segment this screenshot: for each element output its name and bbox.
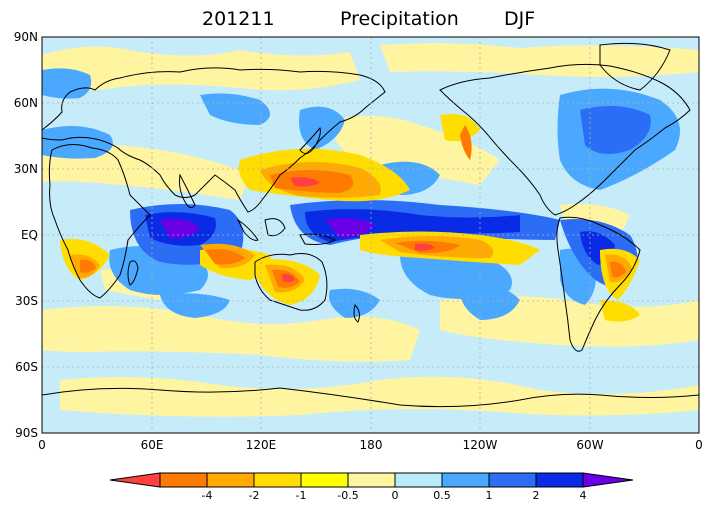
coast-japan xyxy=(299,126,321,154)
lon-tick: 120E xyxy=(246,438,277,452)
lat-tick: 60S xyxy=(15,360,38,374)
lon-tick: 0 xyxy=(38,438,46,452)
coast-newzealand xyxy=(353,304,360,323)
map-frame xyxy=(41,36,700,434)
coast-antarctica xyxy=(42,387,699,433)
colorbar-label: 2 xyxy=(533,489,540,502)
colorbar-segment xyxy=(300,472,349,488)
lon-tick: 60W xyxy=(576,438,603,452)
lon-tick: 60E xyxy=(141,438,164,452)
coast-south-america xyxy=(556,216,641,352)
coast-africa xyxy=(48,144,151,299)
colorbar-label: 4 xyxy=(580,489,587,502)
coast-australia xyxy=(254,253,328,311)
colorbar: -4 -2 -1 -0.5 0 0.5 1 2 4 xyxy=(109,472,634,502)
coast-north-america xyxy=(439,63,691,216)
coast-newguinea xyxy=(299,233,337,245)
colorbar-label: -4 xyxy=(202,489,213,502)
lon-tick: 120W xyxy=(463,438,498,452)
colorbar-label: 0.5 xyxy=(433,489,451,502)
dry-extreme-patches xyxy=(282,177,435,283)
colorbar-segment xyxy=(253,472,302,488)
colorbar-segment xyxy=(394,472,443,488)
coast-madagascar xyxy=(127,260,139,286)
lat-tick: EQ xyxy=(21,228,38,242)
colorbar-label: -2 xyxy=(249,489,260,502)
lat-tick: 60N xyxy=(14,96,38,110)
dry-light-patches xyxy=(42,43,699,417)
lat-tick: 30N xyxy=(14,162,38,176)
coast-india xyxy=(179,173,196,209)
title-period: 201211 xyxy=(202,8,275,30)
colorbar-label: -1 xyxy=(296,489,307,502)
coastlines xyxy=(42,42,699,433)
colorbar-label: 0 xyxy=(392,489,399,502)
colorbar-segment xyxy=(441,472,490,488)
colorbar-segment xyxy=(159,472,208,488)
colorbar-low-extend xyxy=(109,472,161,488)
colorbar-segment xyxy=(488,472,537,488)
lat-tick: 90N xyxy=(14,30,38,44)
map-panel xyxy=(42,37,699,433)
coast-greenland xyxy=(599,42,671,91)
colorbar-segment xyxy=(206,472,255,488)
lon-tick: 180 xyxy=(360,438,383,452)
lon-ticks: 0 60E 120E 180 120W 60W 0 xyxy=(38,438,703,452)
colorbar-segment xyxy=(347,472,396,488)
colorbar-label: 1 xyxy=(486,489,493,502)
gridlines xyxy=(42,37,699,433)
title-season: DJF xyxy=(504,8,535,30)
lat-tick: 90S xyxy=(15,426,38,440)
lat-ticks: 90N 60N 30N EQ 30S 60S 90S xyxy=(14,30,38,440)
title-variable: Precipitation xyxy=(340,8,459,30)
coast-sumatra xyxy=(236,218,259,241)
lon-tick: 0 xyxy=(695,438,703,452)
coast-borneo xyxy=(264,218,286,237)
wet-extreme-patches xyxy=(160,217,375,239)
coast-eurasia xyxy=(42,67,386,213)
colorbar-high-extend xyxy=(582,472,634,488)
lat-tick: 30S xyxy=(15,294,38,308)
colorbar-label: -0.5 xyxy=(337,489,358,502)
colorbar-segment xyxy=(535,472,584,488)
